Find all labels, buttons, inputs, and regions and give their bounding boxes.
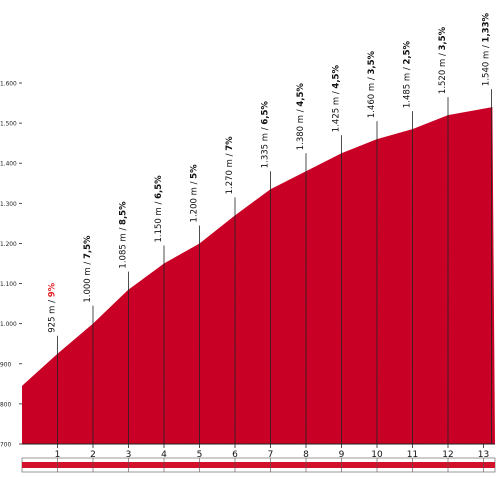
grade-value: 7% [225,136,235,151]
label-separator: / [119,225,129,233]
altitude-grade-labels: 925 m / 9% 1.000 m / 7,5% 1.085 m / 8,5% 1.… [48,12,492,332]
x-tick-label: 11 [407,450,418,460]
grade-value: 8,5% [119,201,129,225]
x-tick-label: 3 [126,450,132,460]
altitude-value: 1.000 m [83,267,93,302]
label-separator: / [482,42,492,50]
km-altitude-grade-label: 1.520 m / 3,5% [438,26,448,94]
altitude-value: 1.085 m [119,233,129,268]
grade-value: 4,5% [332,65,342,89]
label-separator: / [190,179,200,187]
x-tick-label: 1 [55,450,61,460]
y-tick-label: 1.400 [0,160,17,168]
altitude-value: 1.520 m [438,59,448,94]
y-tick-label: 1.200 [0,240,17,248]
altitude-value: 1.485 m [403,73,413,108]
km-altitude-grade-label: 1.270 m / 7% [225,136,235,195]
grade-value: 6,5% [154,175,164,199]
km-bar-stripe [22,462,495,468]
altitude-value: 1.460 m [367,83,377,118]
grade-value: 3,5% [438,26,448,50]
label-separator: / [154,199,164,207]
label-separator: / [332,89,342,97]
altitude-value: 1.425 m [332,97,342,132]
y-tick-label: 700 [0,441,11,449]
grade-value: 3,5% [367,50,377,74]
x-tick-label: 8 [303,450,309,460]
x-tick-label: 13 [478,450,489,460]
x-axis: 1 2 3 4 5 6 7 8 9 10 11 12 13 [22,443,495,460]
grade-value: 1,33% [482,12,492,42]
x-tick-label: 9 [339,450,345,460]
grade-value: 5% [190,164,200,179]
altitude-value: 1.540 m [482,51,492,86]
km-altitude-grade-label: 1.200 m / 5% [190,164,200,223]
grade-value: 6,5% [261,101,271,125]
x-tick-label: 5 [197,450,203,460]
x-tick-label: 6 [232,450,238,460]
x-tick-label: 4 [161,450,167,460]
label-separator: / [296,107,306,115]
x-tick-label: 12 [442,450,453,460]
label-separator: / [261,125,271,133]
km-bar [21,457,496,473]
altitude-value: 925 m [48,306,58,333]
label-separator: / [83,259,93,267]
y-tick-label: 1.000 [0,320,17,328]
km-altitude-grade-label: 1.425 m / 4,5% [332,65,342,133]
y-tick-label: 1.100 [0,280,17,288]
grade-value: 2,5% [403,40,413,64]
y-tick-label: 1.300 [0,200,17,208]
y-tick-label: 1.500 [0,120,17,128]
altitude-value: 1.380 m [296,115,306,150]
km-altitude-grade-label: 1.085 m / 8,5% [119,201,129,269]
km-altitude-grade-label: 1.485 m / 2,5% [403,40,413,108]
km-altitude-grade-label: 1.335 m / 6,5% [261,101,271,169]
grade-value: 9% [48,282,58,297]
km-altitude-grade-label: 1.540 m / 1,33% [482,12,492,86]
grade-value: 7,5% [83,235,93,259]
altitude-value: 1.200 m [190,187,200,222]
km-altitude-grade-label: 925 m / 9% [48,282,58,332]
grade-value: 4,5% [296,83,306,107]
km-marker-lines [57,89,492,444]
altitude-value: 1.335 m [261,133,271,168]
km-altitude-grade-label: 1.460 m / 3,5% [367,50,377,118]
km-altitude-grade-label: 1.000 m / 7,5% [83,235,93,303]
label-separator: / [438,50,448,58]
x-tick-label: 10 [371,450,383,460]
label-separator: / [403,65,413,73]
km-altitude-grade-label: 1.380 m / 4,5% [296,83,306,151]
y-tick-label: 900 [0,360,11,368]
y-tick-label: 1.600 [0,80,17,88]
label-separator: / [367,75,377,83]
label-separator: / [48,297,58,305]
km-altitude-grade-label: 1.150 m / 6,5% [154,175,164,243]
y-axis: 1.600 1.500 1.400 1.300 1.200 1.100 1.000 900 80… [0,80,22,449]
altitude-value: 1.150 m [154,207,164,242]
altitude-value: 1.270 m [225,159,235,194]
x-tick-label: 7 [268,450,274,460]
x-tick-label: 2 [90,450,96,460]
y-tick-label: 800 [0,400,11,408]
label-separator: / [225,151,235,159]
